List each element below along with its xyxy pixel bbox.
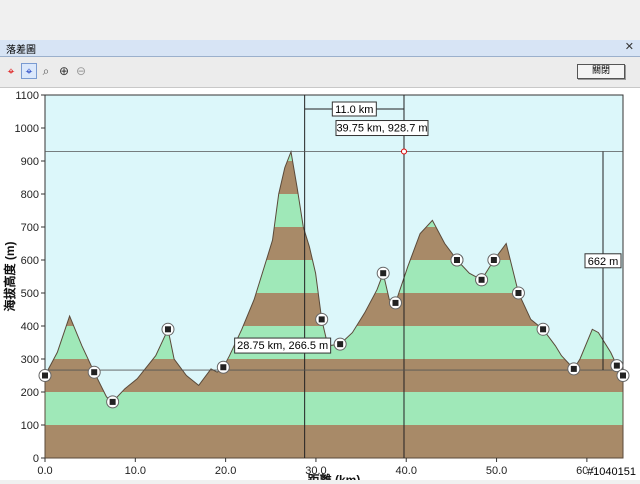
marker-a-label: 28.75 km, 266.5 m — [237, 340, 328, 352]
dx-label-box — [331, 101, 377, 117]
y-tick-label: 600 — [21, 255, 39, 267]
waypoint-glyph — [392, 299, 399, 306]
elevation-band — [45, 392, 623, 425]
zoom-out-icon[interactable]: ⊖ — [75, 64, 87, 78]
waypoint-glyph — [380, 270, 387, 277]
marker-b-label: 39.75 km, 928.7 m — [336, 123, 427, 135]
y-tick-label: 400 — [21, 321, 39, 333]
waypoint-glyph — [220, 364, 227, 371]
terrain-outline — [44, 149, 624, 459]
waypoint-glyph — [540, 326, 547, 333]
y-tick-label: 500 — [21, 288, 39, 300]
y-tick-label: 1100 — [15, 90, 39, 102]
waypoint-glyph — [613, 362, 620, 369]
waypoint-glyph — [91, 369, 98, 376]
marker-b-label-box — [335, 120, 429, 137]
waypoint-glyph — [453, 257, 460, 263]
y-tick-label: 1000 — [15, 123, 39, 135]
marker-a-label-box — [234, 337, 332, 354]
waypoint-glyph — [164, 326, 171, 333]
toolbar: ⌖ ⌖ ⌕ ⊕ ⊖ — [0, 57, 640, 88]
y-tick-label: 900 — [21, 156, 39, 168]
x-tick-label: 30.0 — [305, 465, 326, 477]
x-tick-label: 0.0 — [37, 465, 52, 477]
window-titlebar: 落差圖 ✕ — [0, 40, 640, 57]
window-close-icon[interactable]: ✕ — [624, 40, 634, 53]
waypoint-glyph — [318, 316, 325, 323]
waypoint-glyph — [109, 398, 116, 405]
chart-area: 0 100 200 300 400 500 600 700 800 900 1000 1100 0.0 1… — [0, 88, 640, 484]
elevation-band — [45, 425, 623, 458]
x-axis-label: 距離 (km) — [308, 472, 361, 480]
waypoint-glyph — [478, 276, 485, 283]
waypoint-glyph — [337, 341, 344, 348]
waypoint-glyph — [42, 372, 48, 379]
zoom-select-icon[interactable]: ⌕ — [42, 64, 50, 78]
x-tick-label: 40.0 — [396, 465, 417, 477]
y-tick-label: 0 — [33, 453, 39, 465]
waypoint-glyph — [620, 372, 626, 379]
x-tick-label: 50.0 — [486, 465, 507, 477]
waypoint-glyph — [570, 365, 577, 372]
zoom-in-icon[interactable]: ⊕ — [58, 64, 70, 78]
close-button[interactable]: 關閉 — [577, 64, 625, 79]
peak-marker — [400, 148, 407, 155]
elevation-chart[interactable]: 0 100 200 300 400 500 600 700 800 900 1000 1100 0.0 1… — [0, 88, 640, 484]
y-axis-label: 海拔高度 (m) — [2, 241, 17, 311]
window-title: 落差圖 — [6, 45, 36, 56]
waypoint-glyph — [490, 257, 497, 263]
y-tick-label: 200 — [21, 387, 39, 399]
y-tick-label: 700 — [21, 222, 39, 234]
y-tick-label: 100 — [21, 420, 39, 432]
x-tick-label: 60.0 — [576, 465, 597, 477]
crosshair-blue-icon[interactable]: ⌖ — [21, 63, 37, 79]
y-tick-label: 800 — [21, 189, 39, 201]
x-tick-label: 20.0 — [215, 465, 236, 477]
dy-label-box — [584, 253, 622, 269]
x-tick-label: 10.0 — [125, 465, 146, 477]
crosshair-red-icon[interactable]: ⌖ — [7, 64, 15, 78]
y-tick-label: 300 — [21, 354, 39, 366]
dx-label: 11.0 km — [335, 104, 373, 116]
watermark: #1040151 — [587, 466, 636, 478]
dy-label: 662 m — [588, 256, 619, 268]
waypoint-glyph — [515, 290, 522, 296]
